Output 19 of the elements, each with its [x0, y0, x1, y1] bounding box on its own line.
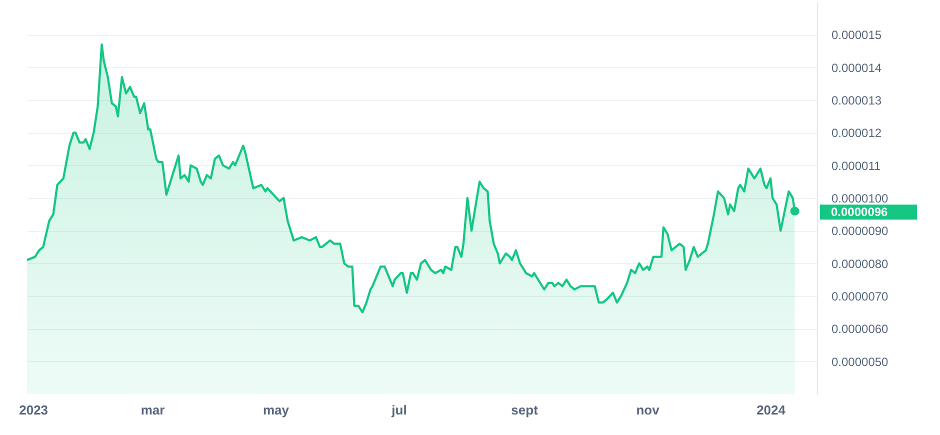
y-tick-label: 0.000015: [832, 28, 882, 42]
y-tick-label: 0.0000060: [832, 322, 889, 336]
y-tick-label: 0.000011: [832, 158, 881, 173]
x-tick-label: 2024: [756, 402, 786, 418]
x-tick-label: jul: [390, 402, 407, 418]
y-tick-label: 0.0000080: [832, 256, 889, 271]
x-tick-label: sept: [511, 402, 539, 418]
x-tick-label: nov: [636, 402, 660, 418]
annotation: 0.0000096: [831, 205, 888, 220]
x-tick-label: mar: [140, 402, 165, 418]
y-tick-label: 0.0000090: [832, 224, 889, 238]
y-tick-label: 0.0000050: [832, 354, 889, 369]
x-tick-label: may: [263, 402, 290, 418]
x-tick-label: 2023: [19, 402, 48, 418]
y-tick-label: 0.0000070: [832, 290, 889, 304]
y-tick-label: 0.000014: [832, 60, 882, 75]
y-tick-label: 0.000013: [832, 94, 882, 108]
y-tick-label: 0.000012: [832, 126, 882, 140]
y-tick-label: 0.0000100: [832, 192, 889, 206]
